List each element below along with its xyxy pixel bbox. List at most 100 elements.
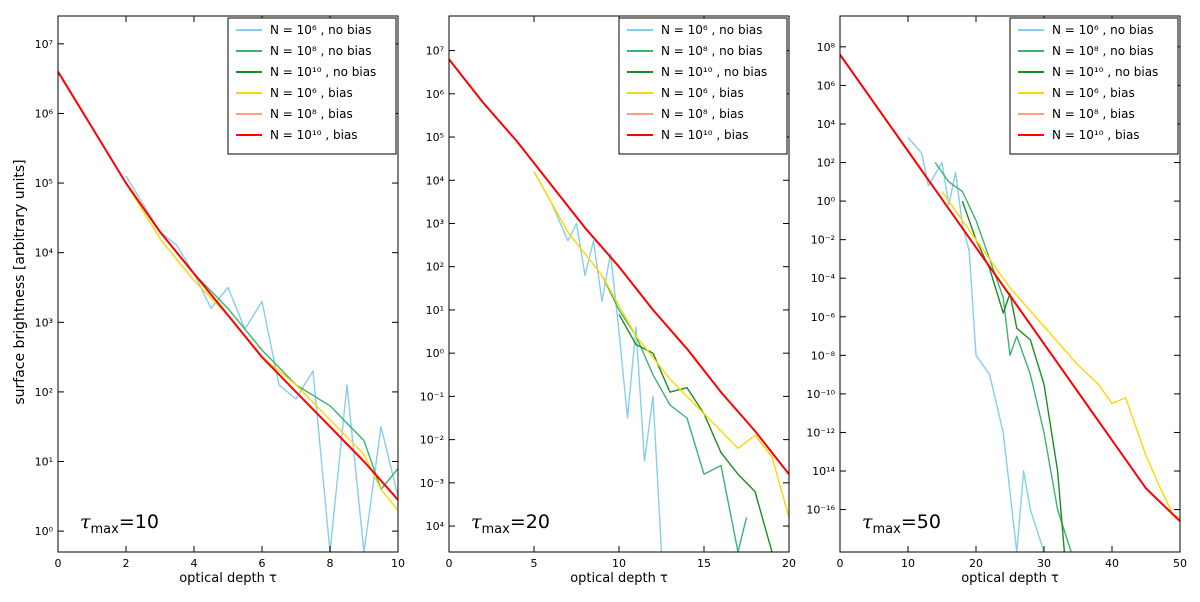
tau-value: =20 [510,511,550,533]
legend: N = 10⁶ , no bias N = 10⁸ , no bias N = 10… [618,17,788,155]
y-tick-label-4: 10⁴ [35,247,54,260]
tau-subscript: max [91,522,120,537]
x-tick-label-0: 0 [55,557,62,570]
x-tick-label-2: 4 [191,557,198,570]
plot-frame [57,15,399,553]
y-tick-label-4: 10⁻⁸ [811,349,836,362]
y-tick-label-8: 10⁰ [817,195,836,208]
tau-subscript: max [482,522,511,537]
chart-panel-tau-20: 0 5 10 15 20 10⁴ 10⁻³ 10⁻² 10⁻¹ 10⁰ 10¹ 10² 10³ 10⁴ 10… [420,15,796,586]
y-tick-label-1: 10¹⁴ [812,465,835,478]
tau-value: =50 [901,511,941,533]
legend-entry-5: N = 10¹⁰ , bias [1052,128,1140,142]
x-tick-label-5: 10 [391,557,405,570]
chart-panel-tau-10: 0 2 4 6 8 10 10⁰ 10¹ 10² 10³ 10⁴ 10⁵ 10⁶ 10⁷ optical d… [35,15,405,586]
series-line-3 [58,71,398,501]
legend-box [618,17,788,155]
y-tick-label-6: 10⁻⁴ [811,272,836,285]
x-tick-label-3: 30 [1037,557,1051,570]
legend-entry-4: N = 10⁸ , bias [1052,107,1135,121]
y-tick-label-4: 10⁰ [426,347,445,360]
y-tick-label-5: 10⁻⁶ [811,311,836,324]
tau-max-annotation: τmax=10 [80,511,159,537]
x-axis-label: optical depth τ [961,571,1059,586]
x-tick-label-0: 0 [837,557,844,570]
legend-entry-2: N = 10¹⁰ , no bias [1052,65,1158,79]
series-line-3 [533,171,789,518]
y-tick-label-5: 10¹ [426,304,444,317]
x-tick-label-4: 40 [1105,557,1119,570]
legend-entry-5: N = 10¹⁰ , bias [270,128,358,142]
tau-max-annotation: τmax=20 [471,511,550,537]
plot-frame [839,15,1181,553]
legend-entry-1: N = 10⁸ , no bias [270,44,372,58]
x-tick-label-3: 15 [697,557,711,570]
series-group [58,71,398,552]
legend-entry-5: N = 10¹⁰ , bias [661,128,749,142]
series-line-2 [125,182,398,511]
series-line-0 [907,137,1045,552]
legend-entry-0: N = 10⁶ , no bias [661,23,763,37]
legend-entry-3: N = 10⁶ , bias [661,86,744,100]
series-line-1 [159,231,398,491]
x-tick-label-4: 20 [782,557,796,570]
y-tick-label-6: 10² [426,261,444,274]
y-tick-label-0: 10⁰ [35,525,54,538]
x-tick-label-1: 2 [123,557,130,570]
tau-subscript: max [873,522,902,537]
legend-entry-2: N = 10¹⁰ , no bias [270,65,376,79]
series-line-0 [533,171,663,552]
legend-box [1009,17,1179,155]
tau-max-annotation: τmax=50 [862,511,941,537]
series-line-0 [125,175,398,552]
series-line-2 [961,200,1066,552]
y-tick-label-11: 10⁶ [817,79,836,92]
series-line-2 [618,313,773,552]
legend-entry-2: N = 10¹⁰ , no bias [661,65,767,79]
series-line-4 [840,54,1180,522]
x-axis-label: optical depth τ [179,571,277,586]
x-tick-label-1: 10 [901,557,915,570]
legend: N = 10⁶ , no bias N = 10⁸ , no bias N = 10… [1009,17,1179,155]
tau-value: =10 [119,511,159,533]
y-tick-label-9: 10⁵ [426,131,444,144]
y-tick-label-3: 10⁻¹ [420,390,444,403]
x-tick-label-3: 6 [259,557,266,570]
y-tick-label-10: 10⁴ [817,118,836,131]
y-tick-label-1: 10¹ [35,456,53,469]
series-line-4 [449,58,789,475]
legend: N = 10⁶ , no bias N = 10⁸ , no bias N = 10… [227,17,397,155]
tau-symbol: τ [471,511,482,533]
legend-entry-3: N = 10⁶ , bias [1052,86,1135,100]
x-axis-label: optical depth τ [570,571,668,586]
y-tick-label-2: 10⁻¹² [806,426,835,439]
y-tick-label-7: 10³ [426,217,444,230]
y-tick-label-8: 10⁴ [426,174,445,187]
y-tick-label-11: 10⁷ [426,45,444,58]
y-tick-label-3: 10³ [35,316,53,329]
x-tick-label-2: 10 [612,557,626,570]
y-tick-label-9: 10² [817,157,835,170]
series-group [449,58,789,552]
y-tick-label-0: 10⁻¹⁶ [806,504,835,517]
legend-entry-0: N = 10⁶ , no bias [1052,23,1154,37]
x-tick-label-1: 5 [531,557,538,570]
legend-box [227,17,397,155]
series-line-1 [934,162,1072,552]
legend-entry-0: N = 10⁶ , no bias [270,23,372,37]
series-line-3 [941,191,1180,518]
y-tick-label-5: 10⁵ [35,177,53,190]
x-tick-label-4: 8 [327,557,334,570]
y-tick-label-2: 10² [35,386,53,399]
y-axis-label: surface brightness [arbitrary units] [12,159,28,404]
series-line-1 [601,275,748,552]
x-tick-label-5: 50 [1173,557,1187,570]
y-tick-label-10: 10⁶ [426,88,445,101]
y-tick-label-0: 10⁴ [426,520,445,533]
y-tick-label-12: 10⁸ [817,41,836,54]
y-tick-label-2: 10⁻² [420,434,444,447]
tau-symbol: τ [862,511,873,533]
y-tick-label-6: 10⁶ [35,107,54,120]
y-tick-label-7: 10⁷ [35,38,53,51]
